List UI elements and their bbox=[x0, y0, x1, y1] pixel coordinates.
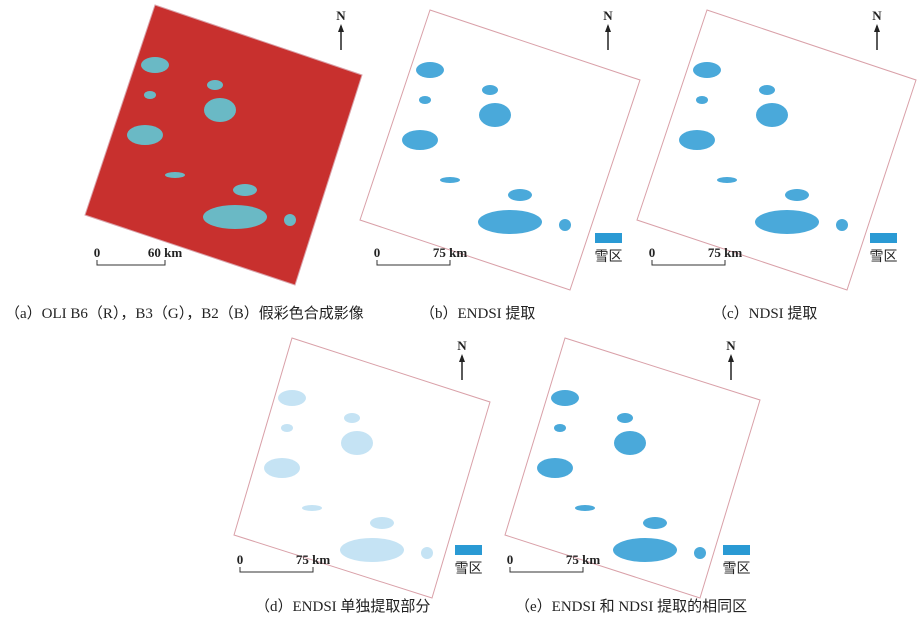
caption: （b）ENDSI 提取 bbox=[420, 305, 535, 322]
snow-area bbox=[233, 184, 257, 196]
snow-area bbox=[696, 96, 708, 104]
snow-area bbox=[144, 91, 156, 99]
snow-area bbox=[785, 189, 809, 201]
scale-start: 0 bbox=[237, 552, 244, 567]
north-label: N bbox=[726, 338, 736, 353]
snow-area bbox=[370, 517, 394, 529]
snow-area bbox=[127, 125, 163, 145]
legend-label: 雪区 bbox=[870, 249, 898, 265]
scale-start: 0 bbox=[374, 245, 381, 260]
legend-swatch bbox=[595, 233, 622, 243]
scale-end: 75 km bbox=[566, 552, 600, 567]
snow-area bbox=[402, 130, 438, 150]
snow-area bbox=[478, 210, 542, 234]
scale-end: 75 km bbox=[296, 552, 330, 567]
snow-area bbox=[614, 431, 646, 455]
north-arrowhead bbox=[459, 354, 465, 362]
legend-swatch bbox=[455, 545, 482, 555]
snow-area bbox=[694, 547, 706, 559]
image-frame bbox=[233, 337, 491, 599]
panel: N 0 75 km 雪区 （b）ENDSI 提取 bbox=[359, 8, 641, 322]
scale-bar bbox=[96, 260, 166, 266]
caption: （c）NDSI 提取 bbox=[712, 305, 817, 322]
snow-area bbox=[203, 205, 267, 229]
snow-area bbox=[302, 505, 322, 511]
snow-area bbox=[756, 103, 788, 127]
snow-area bbox=[693, 62, 721, 78]
snow-area bbox=[281, 424, 293, 432]
snow-area bbox=[759, 85, 775, 95]
snow-area bbox=[421, 547, 433, 559]
snow-area bbox=[717, 177, 737, 183]
scale-end: 75 km bbox=[708, 245, 742, 260]
snow-area bbox=[204, 98, 236, 122]
snow-area bbox=[613, 538, 677, 562]
north-arrowhead bbox=[605, 24, 611, 32]
north-arrowhead bbox=[338, 24, 344, 32]
scale-bar bbox=[509, 567, 584, 573]
north-label: N bbox=[603, 8, 613, 23]
legend-label: 雪区 bbox=[723, 561, 751, 577]
north-label: N bbox=[336, 8, 346, 23]
scale-end: 75 km bbox=[433, 245, 467, 260]
snow-area bbox=[482, 85, 498, 95]
panel: N 0 75 km 雪区 （d）ENDSI 单独提取部分 bbox=[233, 337, 491, 615]
snow-area bbox=[419, 96, 431, 104]
scale-bar bbox=[239, 567, 314, 573]
snow-area bbox=[416, 62, 444, 78]
caption: （a）OLI B6（R），B3（G），B2（B）假彩色合成影像 bbox=[5, 305, 364, 322]
snow-area bbox=[537, 458, 573, 478]
snow-area bbox=[440, 177, 460, 183]
scale-start: 0 bbox=[649, 245, 656, 260]
north-label: N bbox=[872, 8, 882, 23]
caption: （d）ENDSI 单独提取部分 bbox=[255, 598, 430, 615]
panel: N 0 75 km 雪区 （e）ENDSI 和 NDSI 提取的相同区 bbox=[504, 337, 761, 615]
snow-area bbox=[341, 431, 373, 455]
scale-bar bbox=[651, 260, 726, 266]
panel: N 0 60 km （a）OLI B6（R），B3（G），B2（B）假彩色合成影像 bbox=[5, 4, 364, 322]
snow-area bbox=[264, 458, 300, 478]
snow-area bbox=[551, 390, 579, 406]
legend-swatch bbox=[870, 233, 897, 243]
image-frame bbox=[359, 9, 641, 291]
snow-area bbox=[479, 103, 511, 127]
scale-start: 0 bbox=[94, 245, 101, 260]
snow-area bbox=[278, 390, 306, 406]
snow-area bbox=[207, 80, 223, 90]
panel: N 0 75 km 雪区 （c）NDSI 提取 bbox=[636, 8, 917, 322]
snow-area bbox=[284, 214, 296, 226]
snow-area bbox=[165, 172, 185, 178]
snow-area bbox=[617, 413, 633, 423]
snow-area bbox=[340, 538, 404, 562]
snow-area bbox=[836, 219, 848, 231]
scale-end: 60 km bbox=[148, 245, 182, 260]
snow-area bbox=[344, 413, 360, 423]
snow-area bbox=[679, 130, 715, 150]
image-frame bbox=[636, 9, 917, 291]
snow-area bbox=[141, 57, 169, 73]
north-arrowhead bbox=[874, 24, 880, 32]
scale-start: 0 bbox=[507, 552, 514, 567]
north-arrowhead bbox=[728, 354, 734, 362]
caption: （e）ENDSI 和 NDSI 提取的相同区 bbox=[515, 598, 747, 615]
scale-bar bbox=[376, 260, 451, 266]
legend-label: 雪区 bbox=[595, 249, 623, 265]
legend-swatch bbox=[723, 545, 750, 555]
snow-area bbox=[575, 505, 595, 511]
legend-label: 雪区 bbox=[455, 561, 483, 577]
snow-area bbox=[554, 424, 566, 432]
snow-area bbox=[755, 210, 819, 234]
image-frame bbox=[84, 4, 363, 286]
snow-area bbox=[508, 189, 532, 201]
snow-area bbox=[643, 517, 667, 529]
north-label: N bbox=[457, 338, 467, 353]
snow-area bbox=[559, 219, 571, 231]
